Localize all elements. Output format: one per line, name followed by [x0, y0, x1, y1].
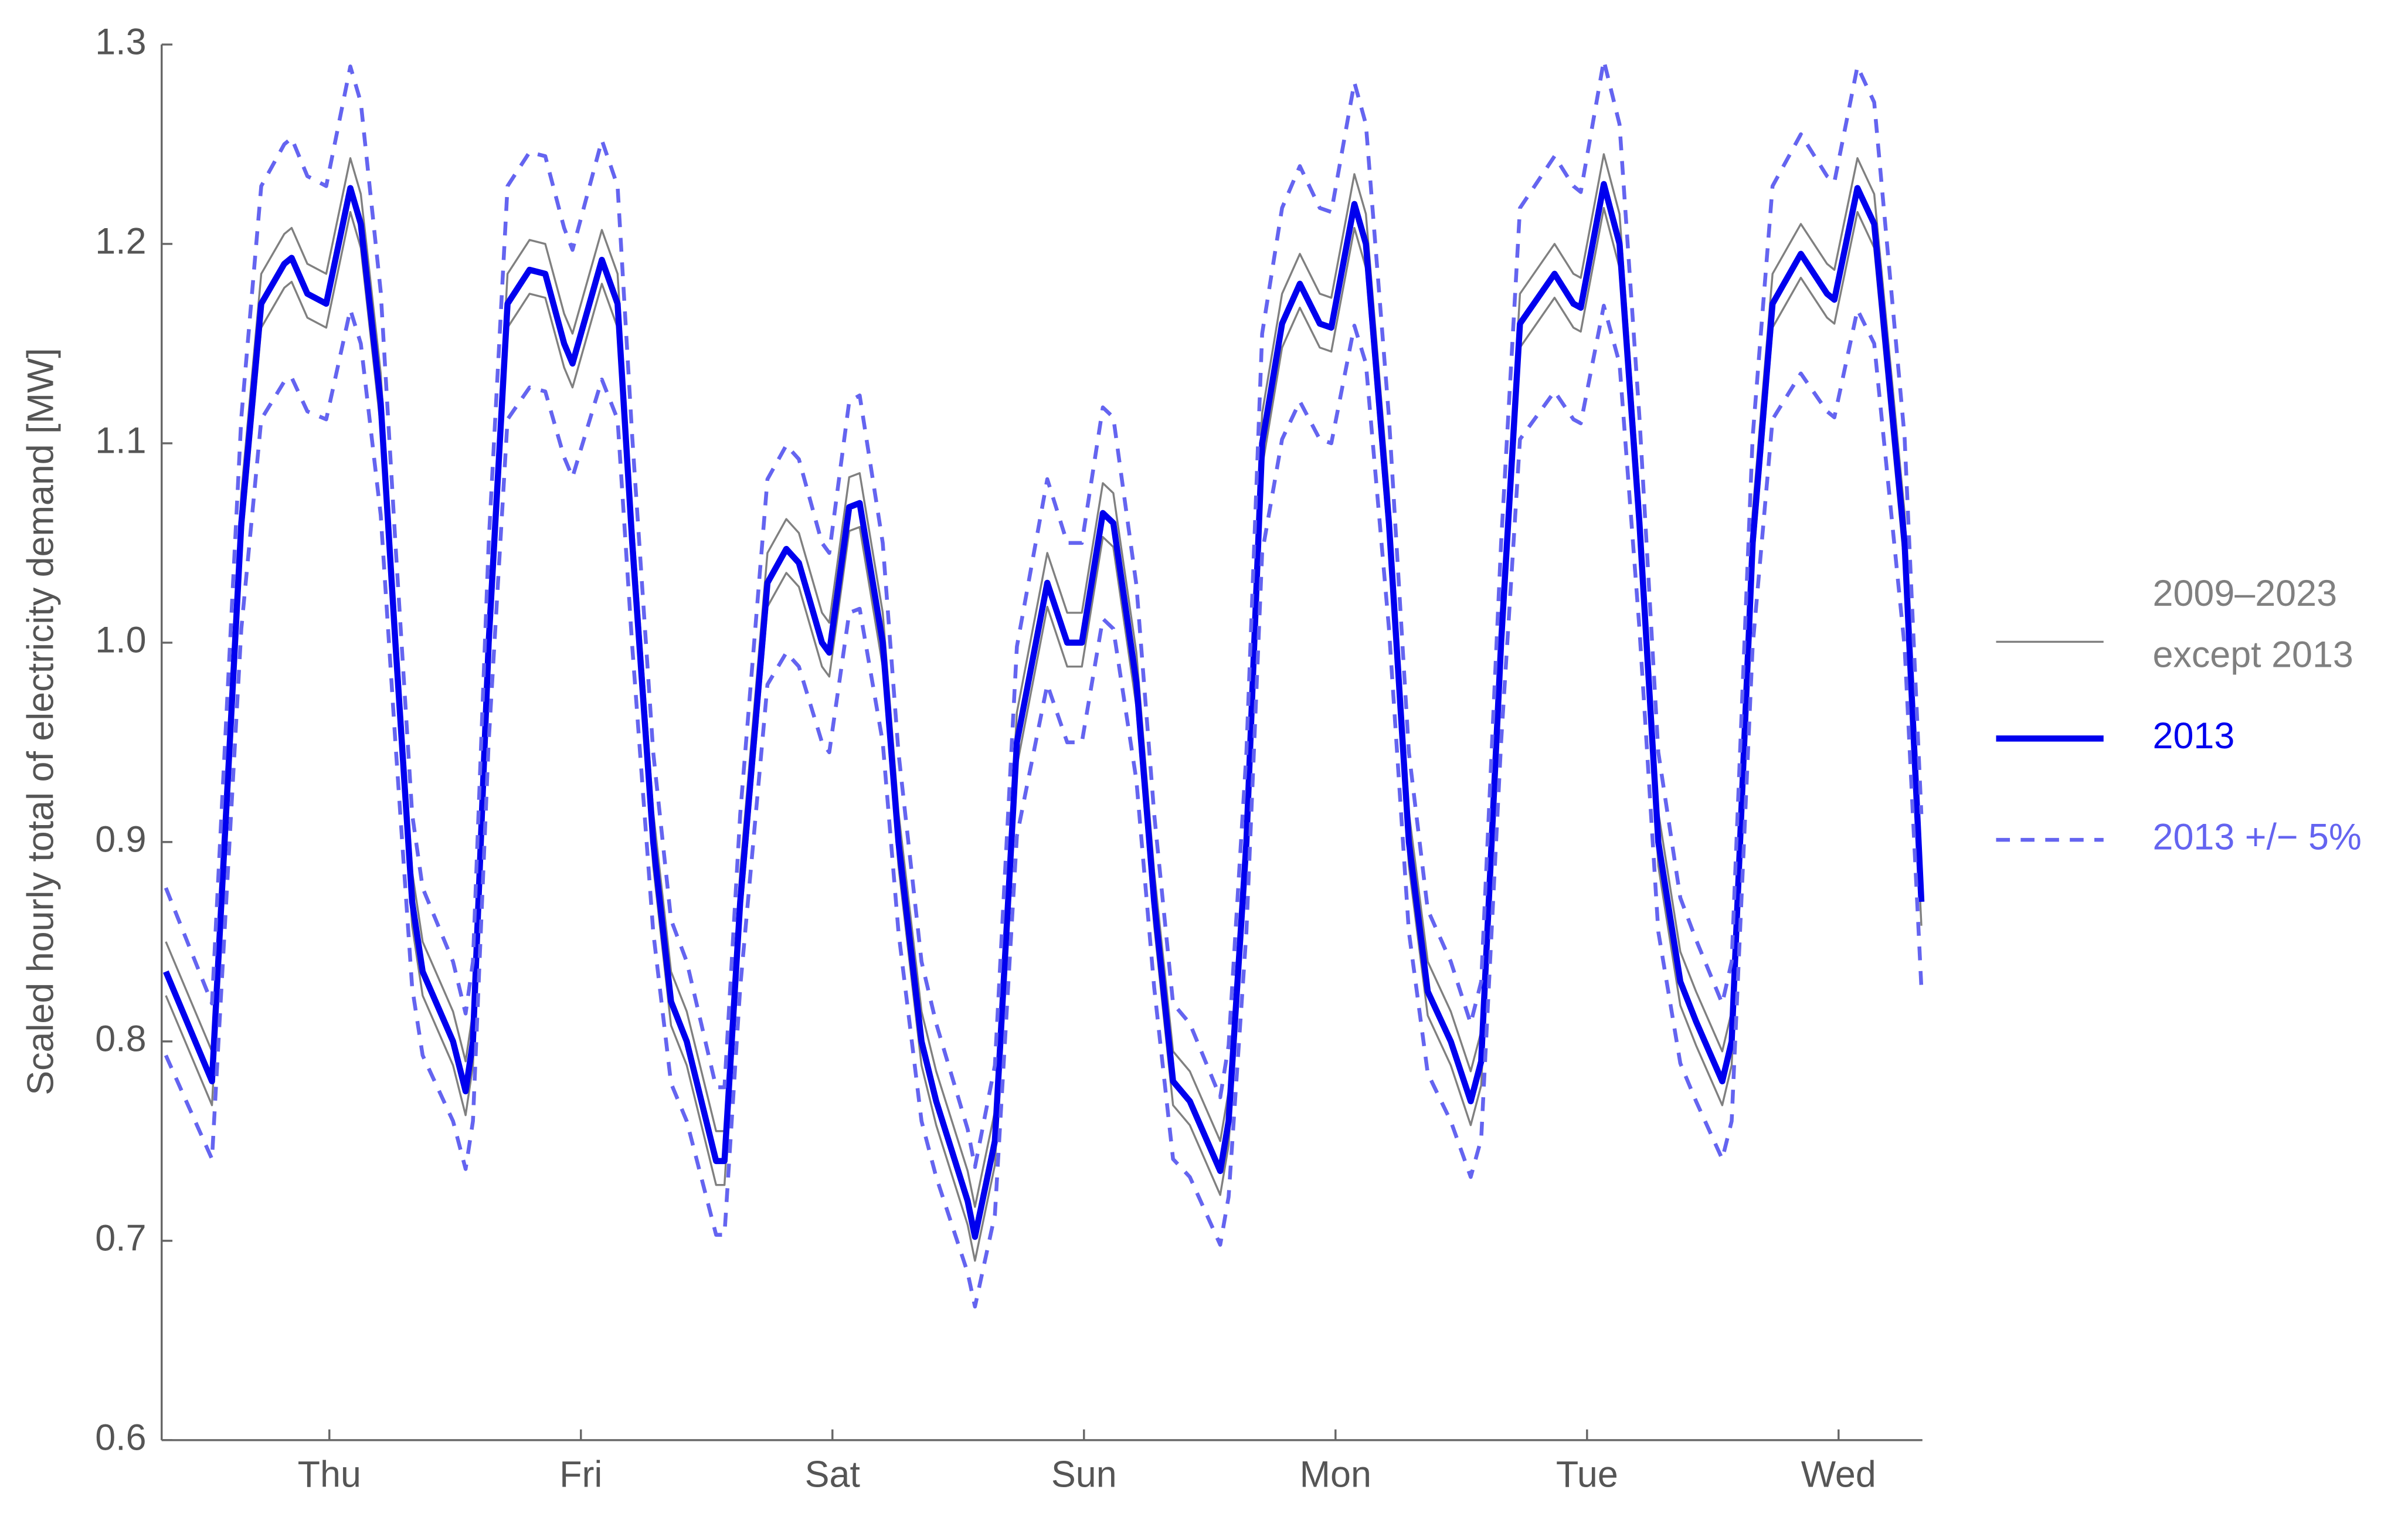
series-line: [163, 181, 1925, 1240]
legend-label-line: except 2013: [2153, 634, 2353, 675]
y-tick-label: 1.1: [95, 420, 146, 462]
y-tick-label: 1.2: [95, 221, 146, 262]
x-tick-label: Sat: [805, 1454, 860, 1495]
series-line: [164, 304, 1924, 1309]
x-tick-label: Wed: [1801, 1454, 1876, 1495]
y-tick-label: 1.3: [95, 22, 146, 63]
y-tick-label: 0.9: [95, 819, 146, 860]
legend-label: 2013 +/− 5%: [2153, 817, 2362, 858]
y-axis-label: Scaled hourly total of electricity deman…: [21, 348, 62, 1095]
x-tick-label: Tue: [1556, 1454, 1618, 1495]
legend-label: 2013: [2153, 715, 2235, 756]
x-tick-label: Sun: [1051, 1454, 1117, 1495]
x-tick-label: Fri: [559, 1454, 602, 1495]
legend-label: 2009–2023 except 2013: [2153, 572, 2353, 675]
series-line: [164, 58, 1924, 1169]
legend-label-line: 2009–2023: [2153, 572, 2337, 613]
y-tick-label: 1.0: [95, 619, 146, 660]
y-tick-label: 0.7: [95, 1217, 146, 1258]
y-tick-label: 0.8: [95, 1018, 146, 1059]
x-tick-label: Thu: [298, 1454, 361, 1495]
x-tick-label: Mon: [1300, 1454, 1371, 1495]
y-tick-label: 0.6: [95, 1417, 146, 1458]
series-line: [165, 207, 1923, 1262]
series-line: [165, 153, 1923, 1208]
